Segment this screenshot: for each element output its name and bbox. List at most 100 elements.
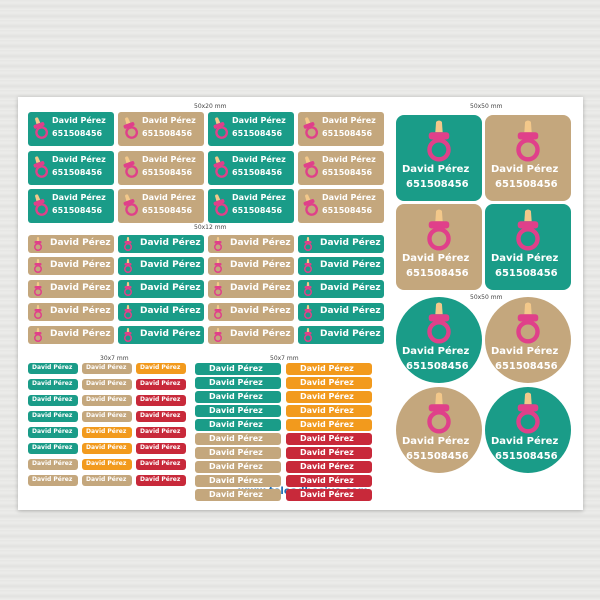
pacifier-icon (424, 301, 454, 349)
label-30x7: David Pérez (82, 427, 132, 438)
label-name: David Pérez (402, 436, 470, 447)
label-name: David Pérez (402, 253, 470, 264)
label-50x12: David Pérez (208, 303, 294, 321)
pacifier-icon (424, 208, 454, 256)
label-name: David Pérez (50, 238, 111, 248)
label-50x7: David Pérez (195, 475, 281, 487)
label-phone: 651508456 (322, 168, 373, 177)
label-name: David Pérez (140, 380, 181, 387)
label-name: David Pérez (230, 260, 291, 270)
label-phone: 651508456 (495, 268, 558, 279)
label-name: David Pérez (52, 116, 106, 125)
label-name: David Pérez (230, 238, 291, 248)
label-phone: 651508456 (322, 129, 373, 138)
label-50x12: David Pérez (208, 235, 294, 253)
label-name: David Pérez (52, 155, 106, 164)
label-50x7: David Pérez (286, 391, 372, 403)
label-name: David Pérez (300, 420, 354, 429)
label-50x12: David Pérez (28, 280, 114, 298)
pacifier-icon (213, 281, 223, 298)
label-name: David Pérez (32, 476, 73, 483)
label-name: David Pérez (142, 116, 196, 125)
label-50x12: David Pérez (208, 280, 294, 298)
label-phone: 651508456 (495, 451, 558, 462)
label-phone: 651508456 (406, 179, 469, 190)
label-30x7: David Pérez (136, 459, 186, 470)
label-50x50-round: David Pérez 651508456 (396, 387, 482, 473)
label-30x7: David Pérez (136, 363, 186, 374)
label-phone: 651508456 (52, 206, 103, 215)
label-name: David Pérez (50, 329, 111, 339)
label-name: David Pérez (86, 444, 127, 451)
label-name: David Pérez (86, 428, 127, 435)
label-name: David Pérez (140, 238, 201, 248)
label-50x7: David Pérez (195, 447, 281, 459)
label-50x7: David Pérez (286, 419, 372, 431)
label-50x20: David Pérez 651508456 (208, 112, 294, 146)
label-name: David Pérez (491, 253, 559, 264)
label-name: David Pérez (232, 116, 286, 125)
label-name: David Pérez (300, 406, 354, 415)
label-name: David Pérez (140, 260, 201, 270)
label-name: David Pérez (209, 490, 263, 499)
pacifier-icon (123, 327, 133, 344)
label-name: David Pérez (32, 364, 73, 371)
pacifier-icon (32, 115, 49, 145)
label-50x7: David Pérez (195, 433, 281, 445)
label-name: David Pérez (32, 396, 73, 403)
label-50x20: David Pérez 651508456 (118, 189, 204, 223)
label-name: David Pérez (209, 476, 263, 485)
label-name: David Pérez (140, 364, 181, 371)
label-30x7: David Pérez (28, 443, 78, 454)
label-50x7: David Pérez (286, 433, 372, 445)
label-name: David Pérez (140, 306, 201, 316)
label-name: David Pérez (86, 396, 127, 403)
label-name: David Pérez (230, 306, 291, 316)
label-30x7: David Pérez (136, 379, 186, 390)
label-name: David Pérez (140, 428, 181, 435)
label-phone: 651508456 (142, 206, 193, 215)
pacifier-icon (123, 236, 133, 253)
label-50x20: David Pérez 651508456 (28, 151, 114, 185)
label-name: David Pérez (32, 460, 73, 467)
sticker-sheet: 50x20 mm 50x12 mm 30x7 mm 50x7 mm 50x50 … (18, 97, 583, 510)
label-name: David Pérez (300, 476, 354, 485)
label-name: David Pérez (209, 434, 263, 443)
label-50x7: David Pérez (195, 489, 281, 501)
pacifier-icon (33, 281, 43, 298)
size-label-50x50-round: 50x50 mm (470, 294, 503, 301)
label-50x20: David Pérez 651508456 (118, 151, 204, 185)
label-phone: 651508456 (232, 206, 283, 215)
label-50x12: David Pérez (28, 303, 114, 321)
label-50x20: David Pérez 651508456 (208, 151, 294, 185)
label-phone: 651508456 (52, 129, 103, 138)
label-30x7: David Pérez (82, 379, 132, 390)
pacifier-icon (303, 258, 313, 275)
label-50x12: David Pérez (28, 235, 114, 253)
label-30x7: David Pérez (28, 395, 78, 406)
label-30x7: David Pérez (136, 475, 186, 486)
label-phone: 651508456 (232, 168, 283, 177)
label-50x12: David Pérez (118, 257, 204, 275)
label-50x50-square: David Pérez 651508456 (396, 115, 482, 201)
label-phone: 651508456 (495, 179, 558, 190)
pacifier-icon (303, 281, 313, 298)
pacifier-icon (302, 115, 319, 145)
label-50x7: David Pérez (195, 363, 281, 375)
label-name: David Pérez (209, 406, 263, 415)
pacifier-icon (33, 327, 43, 344)
size-label-50x50-square: 50x50 mm (470, 103, 503, 110)
label-50x12: David Pérez (298, 303, 384, 321)
label-50x12: David Pérez (298, 257, 384, 275)
label-50x50-round: David Pérez 651508456 (485, 387, 571, 473)
pacifier-icon (302, 154, 319, 184)
label-name: David Pérez (320, 260, 381, 270)
label-name: David Pérez (300, 364, 354, 373)
label-name: David Pérez (86, 380, 127, 387)
label-50x20: David Pérez 651508456 (298, 112, 384, 146)
label-50x12: David Pérez (118, 326, 204, 344)
label-name: David Pérez (32, 412, 73, 419)
label-phone: 651508456 (406, 361, 469, 372)
pacifier-icon (33, 258, 43, 275)
label-30x7: David Pérez (82, 459, 132, 470)
